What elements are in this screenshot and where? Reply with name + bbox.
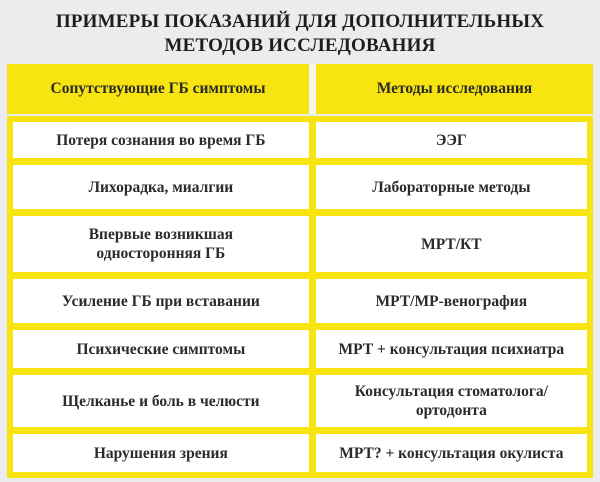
page-title: ПРИМЕРЫ ПОКАЗАНИЙ ДЛЯ ДОПОЛНИТЕЛЬНЫХ МЕТ…: [55, 11, 545, 56]
method-cell: МРТ + консультация психиатра: [315, 330, 587, 368]
header-column-gap: [308, 64, 316, 114]
indications-table: Сопутствующие ГБ симптомы Методы исследо…: [7, 64, 593, 478]
symptom-cell: Усиление ГБ при вставании: [13, 279, 309, 323]
method-cell: МРТ/КТ: [315, 216, 587, 272]
method-cell: Консультация стоматолога/​ортодонта: [315, 375, 587, 427]
symptom-cell: Психические симптомы: [13, 330, 309, 368]
method-cell: ЭЭГ: [315, 122, 587, 158]
table-body: Потеря сознания во время ГБ ЭЭГ Лихорадка,…: [7, 116, 593, 478]
method-cell: Лабораторные методы: [315, 165, 587, 209]
symptom-cell: Впервые возникшая односторонняя ГБ: [13, 216, 309, 272]
symptom-cell: Потеря сознания во время ГБ: [13, 122, 309, 158]
symptom-cell: Нарушения зрения: [13, 434, 309, 472]
symptom-cell: Щелканье и боль в челюсти: [13, 375, 309, 427]
method-cell: МРТ/МР-венография: [315, 279, 587, 323]
table-header-row: Сопутствующие ГБ симптомы Методы исследо…: [7, 64, 593, 114]
symptom-cell: Лихорадка, миалгии: [13, 165, 309, 209]
header-cell-symptoms: Сопутствующие ГБ симптомы: [7, 64, 309, 114]
header-cell-methods: Методы исследования: [315, 64, 593, 114]
method-cell: МРТ? + консультация окулиста: [315, 434, 587, 472]
